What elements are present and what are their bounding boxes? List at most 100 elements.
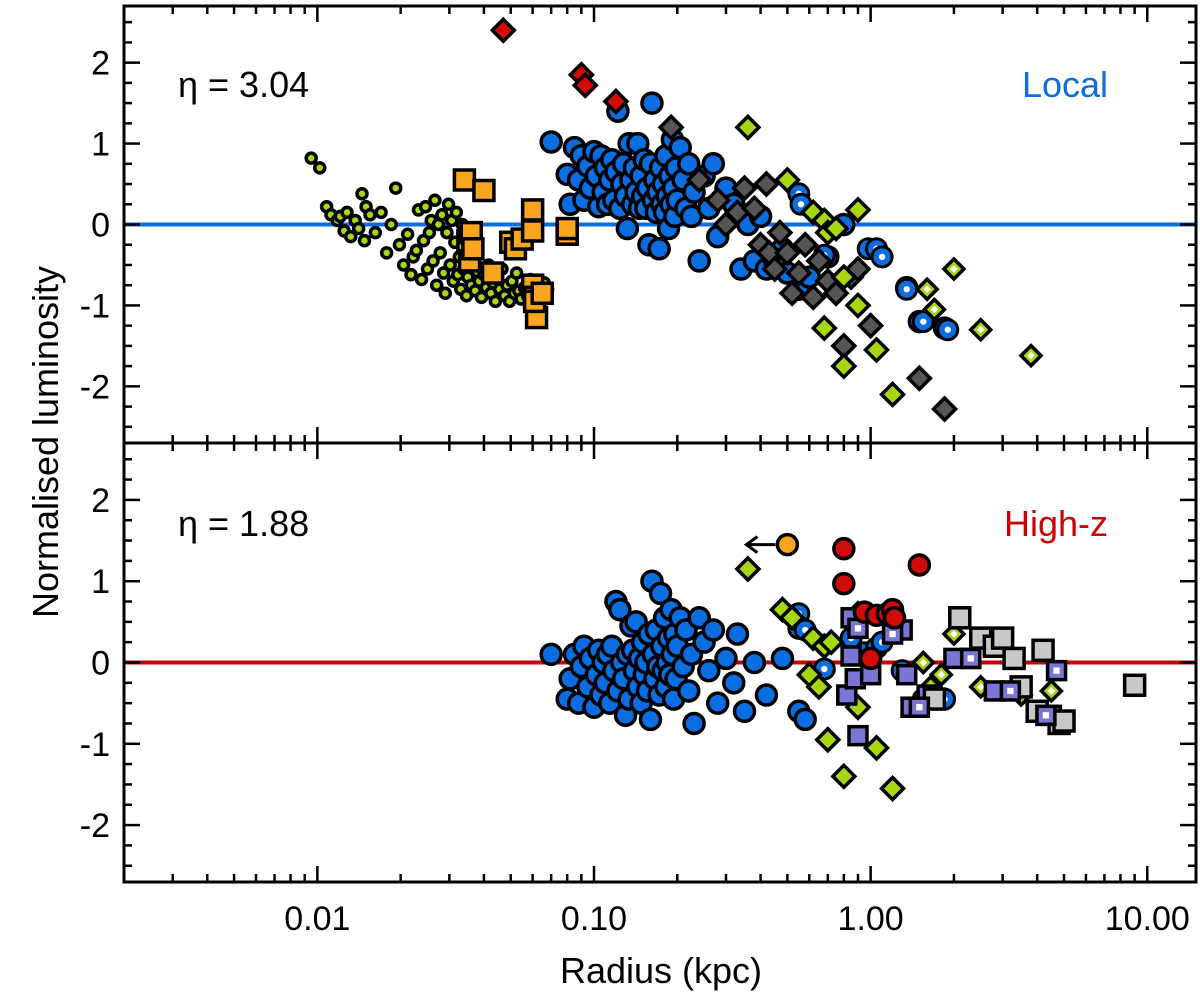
data-point — [761, 255, 789, 283]
data-point — [822, 215, 850, 243]
data-point-inner — [950, 630, 958, 638]
y-tick-label: 1 — [91, 563, 110, 601]
data-point-inner — [1007, 687, 1014, 695]
data-point — [404, 267, 418, 282]
data-point — [647, 237, 671, 261]
data-point — [608, 597, 632, 622]
highz-panel: η = 1.88 High-z -2 -1 0 1 2 — [80, 441, 1198, 884]
x-tick-label: 0.10 — [561, 900, 627, 938]
y-axis-title: Normalised luminosity — [25, 266, 66, 618]
data-point — [1052, 709, 1076, 733]
data-point-inner — [944, 326, 951, 333]
data-point — [368, 225, 383, 240]
data-point — [440, 225, 454, 240]
local-series-4 — [657, 113, 959, 423]
y-tick-label: 0 — [91, 645, 110, 683]
data-point — [734, 555, 762, 583]
data-point — [805, 247, 833, 275]
data-point — [830, 352, 858, 380]
data-point — [832, 571, 856, 596]
data-point — [539, 642, 563, 667]
data-point — [392, 237, 407, 252]
highz-panel-label: High-z — [1004, 503, 1108, 544]
data-point — [374, 205, 388, 220]
data-point-inner — [976, 325, 985, 334]
data-point — [725, 622, 750, 646]
data-point — [752, 170, 780, 198]
data-point — [520, 219, 545, 243]
data-point — [685, 166, 713, 194]
local-series-5 — [734, 113, 907, 408]
data-point — [429, 278, 444, 292]
data-point — [830, 263, 858, 291]
data-point — [480, 261, 505, 285]
data-point-inner — [797, 201, 805, 208]
data-point — [857, 312, 885, 340]
local-panel: η = 3.04 Local -2 -1 0 1 2 — [80, 4, 1198, 445]
y-tick-label: -1 — [80, 726, 110, 764]
data-point-inner — [923, 285, 931, 294]
x-tick-label: 0.01 — [284, 900, 350, 938]
data-point — [1031, 638, 1055, 663]
data-point — [697, 658, 721, 683]
highz-series-6 — [847, 617, 1068, 727]
data-point — [676, 152, 701, 176]
data-point — [830, 762, 858, 790]
data-point — [879, 775, 907, 802]
data-point — [304, 151, 318, 165]
highz-series-5 — [922, 606, 1147, 736]
local-panel-label: Local — [1022, 64, 1108, 105]
local-series-1 — [452, 168, 579, 330]
data-point — [742, 650, 767, 675]
data-point — [863, 734, 890, 762]
data-point — [449, 205, 464, 220]
data-point — [778, 279, 806, 307]
data-point — [773, 166, 801, 194]
data-point — [714, 646, 738, 671]
data-point — [705, 691, 730, 715]
data-point — [363, 208, 377, 222]
data-point-inner — [821, 665, 828, 673]
data-point-inner — [950, 265, 958, 273]
data-point — [701, 618, 726, 642]
data-point-inner — [920, 318, 927, 325]
data-point — [488, 294, 503, 309]
data-point — [640, 91, 664, 115]
data-point — [858, 646, 883, 671]
y-tick-label: -2 — [80, 807, 110, 845]
data-point-inner — [919, 658, 928, 667]
data-point — [1122, 673, 1147, 698]
data-point — [388, 181, 403, 195]
data-point — [895, 663, 918, 686]
data-point — [571, 71, 599, 99]
local-series-3 — [787, 182, 960, 342]
data-point — [452, 168, 477, 192]
data-point-inner — [916, 704, 923, 711]
data-point-inner — [1047, 687, 1056, 695]
data-point — [426, 254, 440, 268]
data-point — [657, 113, 685, 141]
data-point-inner — [930, 305, 939, 314]
data-point — [433, 246, 447, 260]
data-point — [814, 726, 842, 754]
data-point — [879, 380, 907, 408]
data-point — [438, 286, 453, 301]
data-point-inner — [1042, 712, 1050, 719]
data-point — [721, 671, 746, 695]
highz-eta-label: η = 1.88 — [178, 503, 309, 544]
data-point — [357, 233, 372, 248]
data-point — [844, 196, 872, 224]
data-point — [648, 581, 673, 606]
data-point — [409, 243, 424, 258]
data-point — [793, 707, 817, 732]
data-point — [489, 16, 517, 44]
data-point — [734, 113, 762, 141]
data-point-inner — [903, 286, 910, 293]
data-point — [615, 216, 640, 241]
data-point — [555, 216, 579, 241]
y-tick-label: 1 — [91, 126, 110, 164]
data-point — [773, 239, 801, 267]
data-point — [355, 186, 369, 201]
data-point — [312, 161, 327, 175]
